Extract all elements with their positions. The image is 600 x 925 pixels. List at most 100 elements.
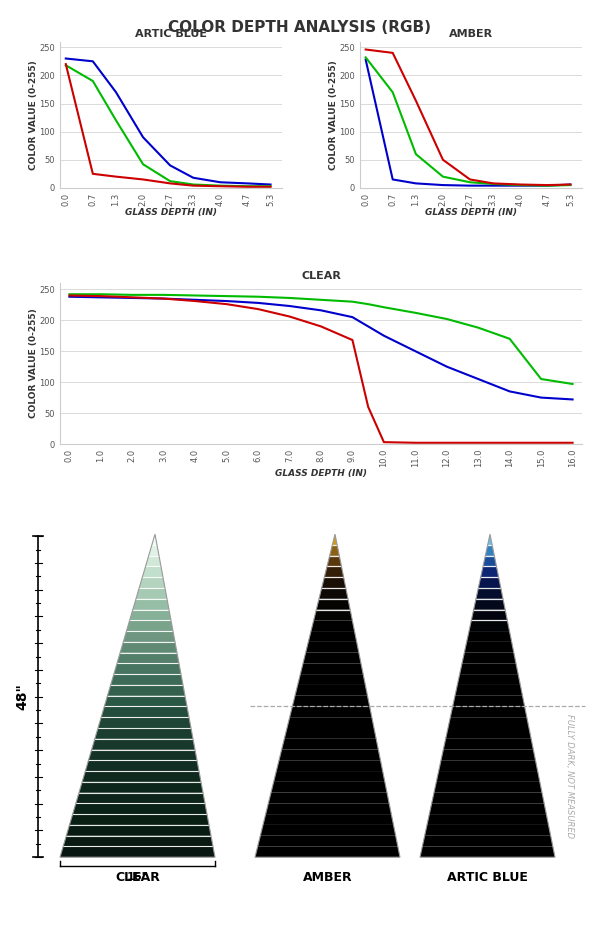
Polygon shape bbox=[464, 642, 514, 653]
Polygon shape bbox=[329, 545, 340, 556]
Polygon shape bbox=[457, 674, 520, 684]
Polygon shape bbox=[133, 598, 169, 610]
Polygon shape bbox=[439, 760, 538, 771]
Polygon shape bbox=[114, 663, 181, 674]
Polygon shape bbox=[142, 566, 163, 577]
Polygon shape bbox=[430, 804, 547, 814]
Polygon shape bbox=[107, 684, 185, 696]
Polygon shape bbox=[70, 814, 209, 825]
Polygon shape bbox=[327, 556, 341, 566]
Polygon shape bbox=[436, 771, 540, 782]
Polygon shape bbox=[467, 631, 512, 642]
Polygon shape bbox=[478, 577, 501, 588]
Polygon shape bbox=[260, 825, 395, 835]
Polygon shape bbox=[67, 825, 211, 835]
Polygon shape bbox=[110, 674, 183, 684]
Polygon shape bbox=[443, 739, 533, 749]
Polygon shape bbox=[279, 749, 380, 760]
X-axis label: GLASS DEPTH (IN): GLASS DEPTH (IN) bbox=[425, 207, 517, 216]
Polygon shape bbox=[98, 717, 191, 728]
Polygon shape bbox=[322, 577, 346, 588]
Polygon shape bbox=[451, 707, 527, 717]
Polygon shape bbox=[427, 814, 548, 825]
Polygon shape bbox=[274, 771, 385, 782]
X-axis label: GLASS DEPTH (IN): GLASS DEPTH (IN) bbox=[275, 469, 367, 477]
Polygon shape bbox=[420, 846, 555, 857]
Polygon shape bbox=[263, 814, 394, 825]
Polygon shape bbox=[127, 621, 173, 631]
Text: ARTIC BLUE: ARTIC BLUE bbox=[447, 870, 528, 883]
Polygon shape bbox=[76, 793, 205, 804]
Polygon shape bbox=[434, 782, 542, 793]
Polygon shape bbox=[277, 760, 383, 771]
Polygon shape bbox=[473, 598, 505, 610]
Polygon shape bbox=[124, 631, 175, 642]
Polygon shape bbox=[268, 793, 389, 804]
Polygon shape bbox=[92, 739, 195, 749]
Polygon shape bbox=[152, 535, 157, 545]
Title: ARTIC BLUE: ARTIC BLUE bbox=[135, 30, 207, 40]
Polygon shape bbox=[469, 621, 509, 631]
X-axis label: GLASS DEPTH (IN): GLASS DEPTH (IN) bbox=[125, 207, 217, 216]
Polygon shape bbox=[332, 535, 337, 545]
Polygon shape bbox=[446, 728, 531, 739]
Polygon shape bbox=[422, 835, 553, 846]
Polygon shape bbox=[448, 717, 529, 728]
Polygon shape bbox=[425, 825, 551, 835]
Polygon shape bbox=[452, 696, 524, 707]
Polygon shape bbox=[89, 749, 197, 760]
Y-axis label: COLOR VALUE (0-255): COLOR VALUE (0-255) bbox=[329, 60, 338, 169]
Polygon shape bbox=[266, 804, 391, 814]
Polygon shape bbox=[281, 739, 379, 749]
Polygon shape bbox=[136, 588, 167, 598]
Polygon shape bbox=[149, 545, 159, 556]
Polygon shape bbox=[431, 793, 544, 804]
Polygon shape bbox=[441, 749, 536, 760]
Polygon shape bbox=[146, 556, 161, 566]
Text: AMBER: AMBER bbox=[302, 870, 352, 883]
Polygon shape bbox=[485, 545, 494, 556]
Polygon shape bbox=[319, 588, 348, 598]
Polygon shape bbox=[290, 707, 372, 717]
Polygon shape bbox=[301, 663, 363, 674]
Text: COLOR DEPTH ANALYSIS (RGB): COLOR DEPTH ANALYSIS (RGB) bbox=[169, 20, 431, 35]
Polygon shape bbox=[314, 610, 352, 621]
Polygon shape bbox=[455, 684, 523, 696]
Polygon shape bbox=[79, 782, 203, 793]
Polygon shape bbox=[60, 846, 215, 857]
Polygon shape bbox=[311, 621, 355, 631]
Polygon shape bbox=[73, 804, 207, 814]
Polygon shape bbox=[325, 566, 344, 577]
Polygon shape bbox=[298, 674, 365, 684]
Polygon shape bbox=[104, 696, 187, 707]
Text: FULLY DARK, NOT MEASURED: FULLY DARK, NOT MEASURED bbox=[566, 714, 575, 839]
Text: CLEAR: CLEAR bbox=[115, 870, 160, 883]
Polygon shape bbox=[82, 771, 201, 782]
Polygon shape bbox=[472, 610, 508, 621]
Polygon shape bbox=[292, 696, 370, 707]
Y-axis label: COLOR VALUE (0-255): COLOR VALUE (0-255) bbox=[29, 309, 38, 418]
Y-axis label: COLOR VALUE (0-255): COLOR VALUE (0-255) bbox=[29, 60, 38, 169]
Polygon shape bbox=[95, 728, 193, 739]
Polygon shape bbox=[257, 835, 398, 846]
Polygon shape bbox=[120, 642, 177, 653]
Polygon shape bbox=[462, 653, 516, 663]
Polygon shape bbox=[483, 556, 497, 566]
Polygon shape bbox=[460, 663, 518, 674]
Polygon shape bbox=[305, 642, 359, 653]
Text: 48": 48" bbox=[15, 684, 29, 710]
Polygon shape bbox=[130, 610, 171, 621]
Polygon shape bbox=[295, 684, 367, 696]
Title: CLEAR: CLEAR bbox=[301, 271, 341, 281]
Polygon shape bbox=[101, 707, 189, 717]
Polygon shape bbox=[117, 653, 179, 663]
Polygon shape bbox=[303, 653, 361, 663]
Polygon shape bbox=[316, 598, 350, 610]
Polygon shape bbox=[308, 631, 356, 642]
Polygon shape bbox=[255, 846, 400, 857]
Polygon shape bbox=[63, 835, 213, 846]
Title: AMBER: AMBER bbox=[449, 30, 493, 40]
Polygon shape bbox=[284, 728, 376, 739]
Polygon shape bbox=[287, 717, 374, 728]
Polygon shape bbox=[85, 760, 199, 771]
